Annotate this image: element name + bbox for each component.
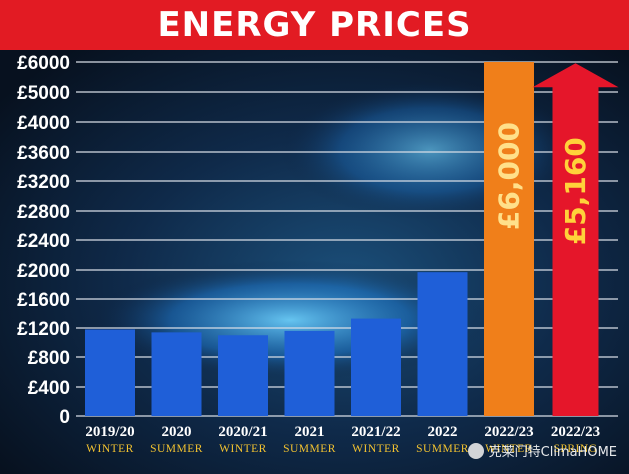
y-tick-label: £800 xyxy=(28,348,70,369)
bar xyxy=(417,272,468,416)
x-tick-year: 2020 xyxy=(162,424,192,440)
x-tick-season: SUMMER xyxy=(150,443,203,455)
y-tick-label: £2800 xyxy=(17,202,70,223)
x-tick-year: 2020/21 xyxy=(218,424,267,440)
x-tick-season: WINTER xyxy=(352,443,400,455)
y-tick-label: 0 xyxy=(59,407,70,428)
x-tick-year: 2022/23 xyxy=(484,424,533,440)
x-tick-season: SUMMER xyxy=(416,443,469,455)
x-tick-season: SPRING xyxy=(554,443,598,455)
y-tick-label: £400 xyxy=(28,378,70,399)
y-tick-label: £1600 xyxy=(17,290,70,311)
data-label: £6,000 xyxy=(493,122,526,230)
bar xyxy=(351,318,401,416)
x-tick-year: 2022/23 xyxy=(551,424,600,440)
watermark-text: 克莱门特ClimaHOME xyxy=(488,445,617,460)
bar xyxy=(284,330,335,416)
wechat-icon xyxy=(467,442,484,459)
y-tick-label: £6000 xyxy=(17,53,70,74)
y-tick-label: £5000 xyxy=(17,83,70,104)
bar xyxy=(218,335,268,416)
x-tick-year: 2022 xyxy=(428,424,458,440)
y-tick-label: £1200 xyxy=(17,319,70,340)
data-label: £5,160 xyxy=(559,137,592,245)
x-tick-year: 2019/20 xyxy=(85,424,134,440)
x-tick-year: 2021/22 xyxy=(351,424,400,440)
title-banner: ENERGY PRICES xyxy=(0,0,629,50)
x-tick-season: SUMMER xyxy=(283,443,336,455)
chart-title: ENERGY PRICES xyxy=(157,5,472,45)
x-tick-season: WINTER xyxy=(485,443,533,455)
watermark: 克莱门特ClimaHOME xyxy=(467,441,617,460)
bar xyxy=(484,62,534,416)
x-tick-season: WINTER xyxy=(219,443,267,455)
y-tick-label: £2000 xyxy=(17,261,70,282)
y-tick-label: £3600 xyxy=(17,143,70,164)
y-tick-label: £2400 xyxy=(17,231,70,252)
bar xyxy=(85,329,135,416)
y-tick-label: £3200 xyxy=(17,172,70,193)
x-tick-season: WINTER xyxy=(86,443,134,455)
bar xyxy=(151,332,202,416)
x-tick-year: 2021 xyxy=(295,424,325,440)
flame-glow-upper xyxy=(280,80,580,220)
y-tick-label: £4000 xyxy=(17,113,70,134)
arrow-bar xyxy=(532,63,619,416)
